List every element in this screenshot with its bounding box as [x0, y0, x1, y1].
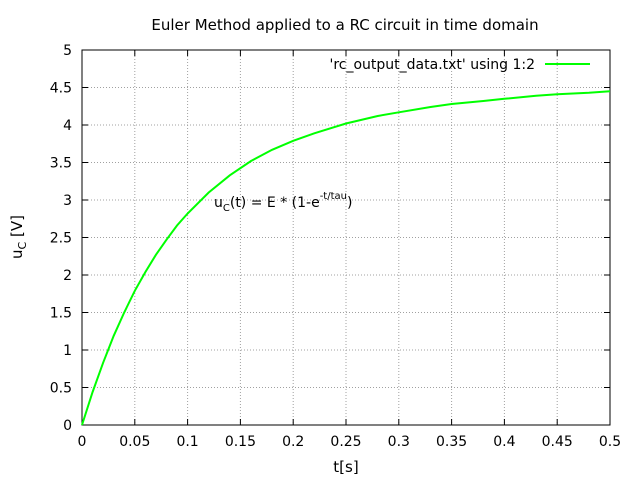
- x-tick-label: 0.4: [493, 434, 515, 450]
- x-tick-label: 0.15: [225, 434, 256, 450]
- tick-labels: 0 0.05 0.1 0.15 0.2 0.25 0.3 0.35 0.4 0.45 0.5 0 0.5…: [50, 43, 621, 450]
- y-axis-label: uC [V]: [8, 215, 29, 259]
- x-tick-label: 0.45: [542, 434, 573, 450]
- x-axis-label: t[s]: [333, 458, 358, 476]
- x-tick-label: 0: [78, 434, 87, 450]
- formula-end: ): [347, 195, 352, 211]
- formula-annotation: uC(t) = E * (1-e-t/tau): [214, 191, 352, 214]
- y-tick-label: 1.5: [50, 306, 72, 322]
- plot-frame: [81, 49, 611, 426]
- y-axis-label-sub: C: [16, 241, 29, 249]
- formula-main: u: [214, 195, 223, 211]
- x-tick-label: 0.2: [282, 434, 304, 450]
- y-tick-label: 4: [63, 118, 72, 134]
- y-axis-label-rest: [V]: [8, 215, 26, 242]
- formula-sup: -t/tau: [320, 191, 347, 202]
- y-tick-label: 4.5: [50, 81, 72, 97]
- y-tick-label: 1: [63, 343, 72, 359]
- x-tick-label: 0.1: [176, 434, 198, 450]
- formula-sub: C: [223, 203, 230, 214]
- y-tick-label: 5: [63, 43, 72, 59]
- y-tick-label: 3.5: [50, 156, 72, 172]
- series-layer: [81, 90, 611, 426]
- x-tick-label: 0.5: [599, 434, 621, 450]
- y-axis-label-main: u: [8, 249, 26, 259]
- formula-mid: (t) = E * (1-e: [230, 195, 320, 211]
- y-tick-label: 2: [63, 268, 72, 284]
- x-tick-label: 0.35: [436, 434, 467, 450]
- legend-label: 'rc_output_data.txt' using 1:2: [329, 57, 535, 73]
- x-tick-label: 0.25: [330, 434, 361, 450]
- y-tick-label: 2.5: [50, 231, 72, 247]
- x-tick-label: 0.3: [388, 434, 410, 450]
- y-tick-label: 0.5: [50, 381, 72, 397]
- y-tick-label: 0: [63, 418, 72, 434]
- y-tick-label: 3: [63, 193, 72, 209]
- x-tick-label: 0.05: [119, 434, 150, 450]
- grid: [81, 49, 611, 426]
- series-line-0: [81, 90, 611, 426]
- chart-title: Euler Method applied to a RC circuit in …: [151, 16, 538, 34]
